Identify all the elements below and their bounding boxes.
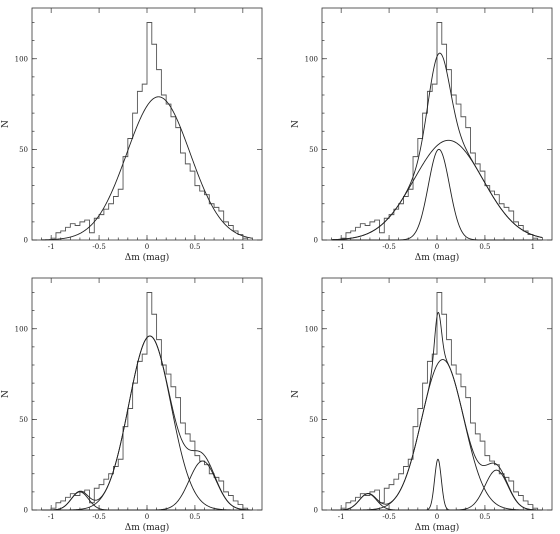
y-tick-label: 0 [24, 237, 28, 245]
x-tick-label: 0.5 [479, 513, 490, 521]
gaussian-component-2 [331, 458, 543, 511]
x-tick-label: 0.5 [189, 513, 200, 521]
y-axis-label: N [291, 120, 301, 128]
gaussian-total-fit [331, 311, 543, 511]
x-tick-label: -1 [48, 243, 55, 251]
panel-4: -1 -0.5 0 0.5 1 0 50 100 Δm (mag) N [291, 277, 553, 533]
x-tick-label: 0 [145, 513, 149, 521]
gaussian-total-fit [331, 52, 543, 241]
gaussian-component-3 [331, 359, 543, 511]
y-tick-label: 0 [314, 507, 318, 515]
gaussian-component-1 [331, 148, 543, 241]
y-tick-label: 100 [305, 55, 318, 63]
y-tick-label: 0 [24, 507, 28, 515]
panel-3: -1 -0.5 0 0.5 1 0 50 100 Δm (mag) N [1, 277, 263, 533]
x-tick-label: -0.5 [92, 513, 106, 521]
x-axis-label: Δm (mag) [125, 252, 170, 263]
y-axis-label: N [291, 390, 301, 398]
y-tick-label: 50 [309, 146, 318, 154]
x-tick-label: -0.5 [92, 243, 106, 251]
y-tick-label: 100 [15, 55, 28, 63]
y-tick-label: 50 [19, 416, 28, 424]
gaussian-component-1 [41, 96, 253, 241]
x-tick-label: 0 [145, 243, 149, 251]
y-tick-label: 50 [309, 416, 318, 424]
gaussian-component-3 [41, 460, 253, 511]
y-axis-label: N [1, 120, 11, 128]
histogram [50, 292, 249, 510]
gaussian-component-4 [331, 469, 543, 511]
x-tick-label: 1 [531, 243, 535, 251]
x-tick-label: -1 [338, 243, 345, 251]
histogram [340, 22, 539, 240]
x-tick-label: -0.5 [382, 513, 396, 521]
x-axis-label: Δm (mag) [415, 252, 460, 263]
gaussian-component-2 [41, 335, 253, 511]
gaussian-component-2 [331, 139, 543, 241]
gaussian-total-fit [41, 335, 253, 511]
histogram [340, 292, 539, 510]
y-tick-label: 50 [19, 146, 28, 154]
x-tick-label: 0.5 [479, 243, 490, 251]
x-tick-label: 1 [531, 513, 535, 521]
x-tick-label: 1 [241, 513, 245, 521]
histogram [50, 22, 249, 240]
y-tick-label: 0 [314, 237, 318, 245]
x-axis-label: Δm (mag) [125, 522, 170, 533]
y-tick-label: 100 [15, 325, 28, 333]
x-tick-label: 0 [435, 513, 439, 521]
x-tick-label: -1 [338, 513, 345, 521]
panel-1: -1 -0.5 0 0.5 1 0 50 100 Δm (mag) N [1, 7, 263, 263]
x-tick-label: -1 [48, 513, 55, 521]
x-tick-label: 0 [435, 243, 439, 251]
y-tick-label: 100 [305, 325, 318, 333]
y-axis-label: N [1, 390, 11, 398]
panel-2: -1 -0.5 0 0.5 1 0 50 100 Δm (mag) N [291, 7, 553, 263]
x-tick-label: -0.5 [382, 243, 396, 251]
x-tick-label: 1 [241, 243, 245, 251]
x-tick-label: 0.5 [189, 243, 200, 251]
x-axis-label: Δm (mag) [415, 522, 460, 533]
